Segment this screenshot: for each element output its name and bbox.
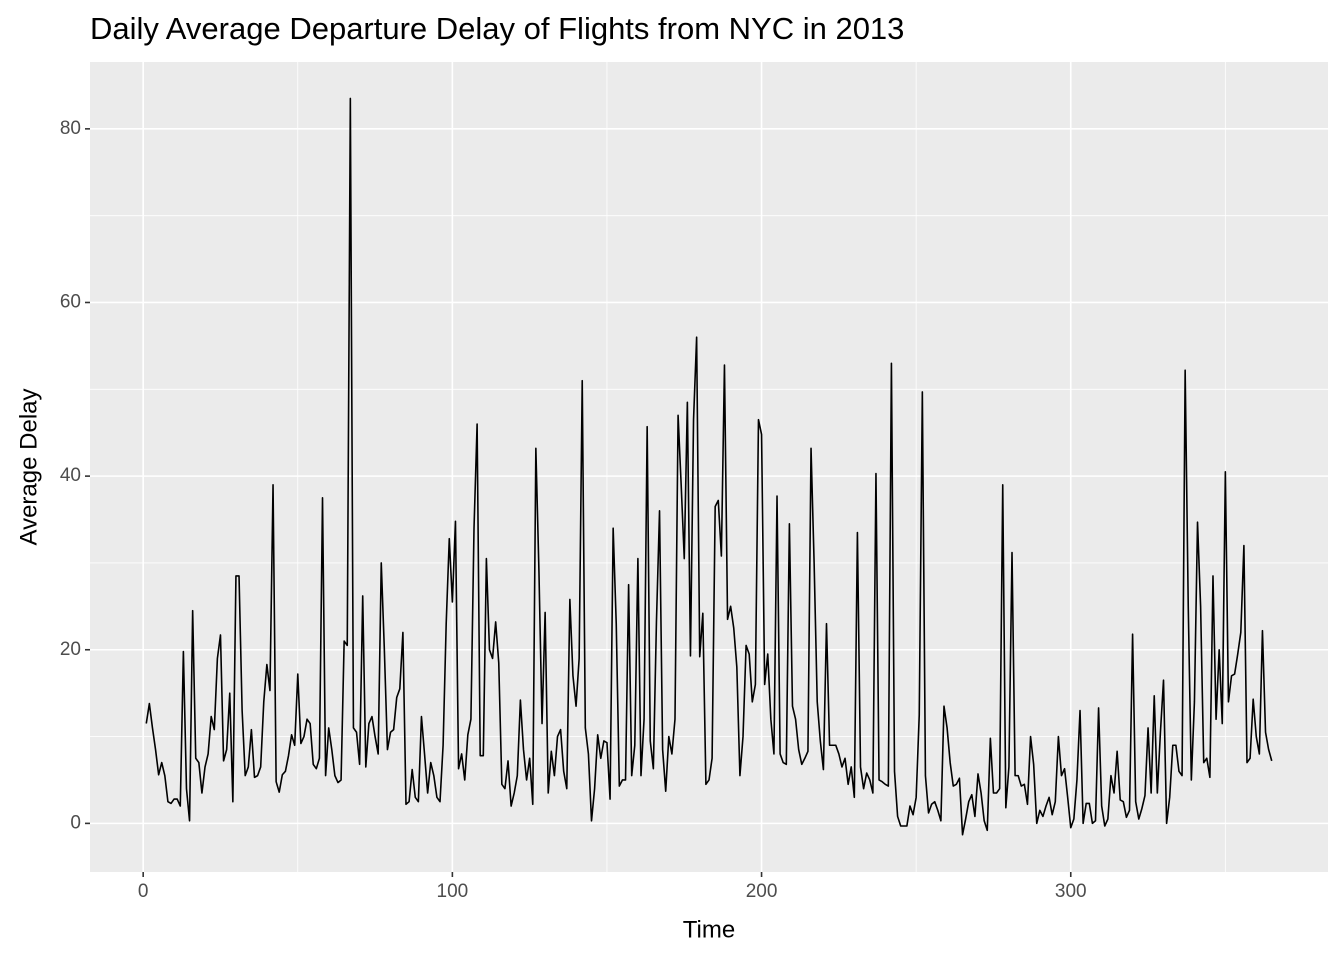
y-tick-label: 20 <box>60 639 81 660</box>
x-tick-label: 300 <box>1055 881 1087 902</box>
plot-panel <box>90 62 1328 872</box>
x-tick-label: 200 <box>746 881 778 902</box>
y-tick-label: 40 <box>60 465 81 486</box>
y-tick-label: 80 <box>60 118 81 139</box>
y-axis-title: Average Delay <box>15 389 42 546</box>
x-axis-title: Time <box>683 916 735 943</box>
chart-title: Daily Average Departure Delay of Flights… <box>90 11 904 46</box>
line <box>145 97 1273 836</box>
y-tick-label: 60 <box>60 291 81 312</box>
x-tick-label: 0 <box>138 881 149 902</box>
y-tick-label: 0 <box>70 812 81 833</box>
x-tick-label: 100 <box>437 881 469 902</box>
